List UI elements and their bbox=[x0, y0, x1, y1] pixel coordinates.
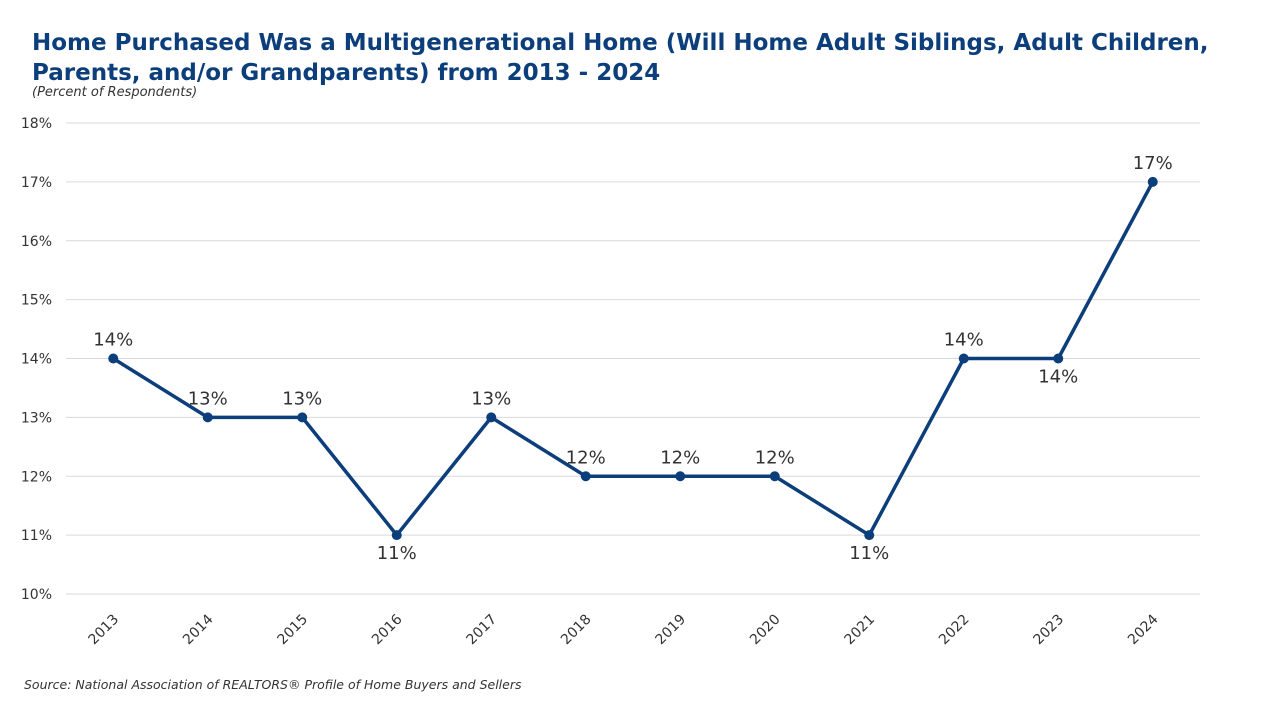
data-point bbox=[202, 412, 213, 423]
data-point bbox=[580, 471, 591, 482]
x-tick-label: 2017 bbox=[464, 612, 501, 649]
data-label: 11% bbox=[849, 543, 889, 564]
data-point bbox=[1053, 353, 1064, 364]
y-tick-label: 13% bbox=[21, 410, 52, 426]
data-point bbox=[108, 353, 119, 364]
data-point bbox=[958, 353, 969, 364]
x-tick-label: 2016 bbox=[369, 611, 406, 648]
data-label: 14% bbox=[93, 330, 133, 351]
x-tick-label: 2023 bbox=[1031, 612, 1068, 649]
data-label: 17% bbox=[1133, 153, 1173, 174]
data-label: 14% bbox=[1038, 367, 1078, 388]
series-line bbox=[111, 180, 1155, 537]
x-tick-label: 2015 bbox=[275, 612, 312, 649]
y-tick-label: 12% bbox=[21, 469, 52, 485]
data-point bbox=[769, 471, 780, 482]
data-label: 13% bbox=[282, 388, 322, 409]
y-tick-label: 17% bbox=[21, 175, 52, 191]
data-point bbox=[1147, 176, 1158, 187]
data-label: 12% bbox=[566, 447, 606, 468]
data-label: 12% bbox=[660, 447, 700, 468]
x-tick-label: 2024 bbox=[1125, 611, 1162, 648]
x-tick-label: 2021 bbox=[842, 612, 879, 649]
data-point bbox=[864, 530, 875, 541]
y-tick-label: 18% bbox=[21, 116, 52, 132]
source-note: Source: National Association of REALTORS… bbox=[24, 677, 522, 692]
data-point bbox=[486, 412, 497, 423]
data-points bbox=[108, 176, 1158, 541]
data-label: 11% bbox=[377, 543, 417, 564]
x-axis-ticks: 2013 2014 2015 2016 2017 2018 2019 2020 2021 2022… bbox=[86, 611, 1162, 648]
data-label: 13% bbox=[188, 388, 228, 409]
data-label: 13% bbox=[471, 388, 511, 409]
data-label: 12% bbox=[755, 447, 795, 468]
data-label: 14% bbox=[944, 330, 984, 351]
y-tick-label: 10% bbox=[21, 587, 52, 603]
chart-title: Home Purchased Was a Multigenerational H… bbox=[32, 30, 1209, 86]
data-point bbox=[675, 471, 686, 482]
series-line-group bbox=[111, 180, 1155, 537]
y-tick-label: 11% bbox=[21, 528, 52, 544]
y-tick-label: 16% bbox=[21, 234, 52, 250]
data-labels: 14% 13% 13% 11% 13% 12% 12% 12% 11% 14% 14% 17% bbox=[93, 153, 1173, 564]
y-axis-ticks: 10% 11% 12% 13% 14% 15% 16% 17% 18% bbox=[21, 116, 52, 603]
x-tick-label: 2014 bbox=[180, 611, 217, 648]
data-point bbox=[391, 530, 402, 541]
x-tick-label: 2018 bbox=[558, 612, 595, 649]
y-tick-label: 14% bbox=[21, 352, 52, 368]
x-tick-label: 2019 bbox=[653, 612, 690, 649]
x-tick-label: 2022 bbox=[936, 612, 973, 649]
data-point bbox=[297, 412, 308, 423]
chart-subtitle: (Percent of Respondents) bbox=[32, 85, 198, 100]
y-tick-label: 15% bbox=[21, 293, 52, 309]
x-tick-label: 2020 bbox=[747, 612, 784, 649]
x-tick-label: 2013 bbox=[86, 612, 123, 649]
